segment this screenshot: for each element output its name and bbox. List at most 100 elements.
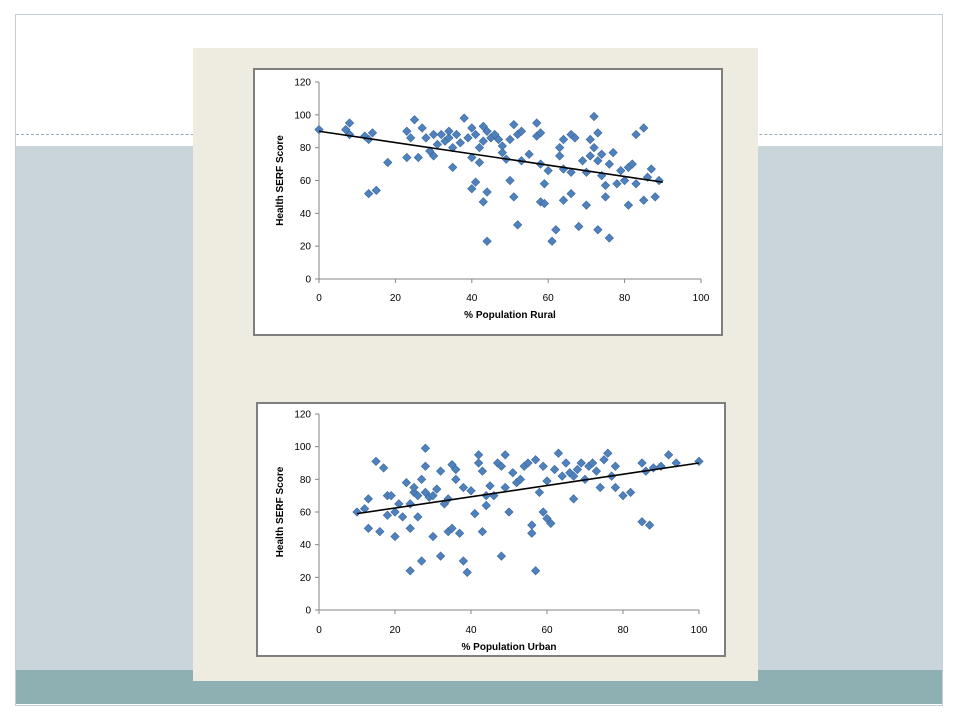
scatter-chart-rural: 0 20 40 60 80 100 120 0 20 40 60 80 100 % Population … [253,68,723,336]
data-point [482,126,492,136]
data-point [474,157,485,168]
data-point [416,556,427,566]
data-point [482,236,492,246]
data-point [557,471,567,481]
data-point [566,167,576,177]
data-point [561,458,571,468]
data-point [524,149,534,159]
data-point [344,129,355,140]
data-point [436,129,446,140]
data-point [546,518,556,529]
data-point [401,477,412,488]
data-point [390,531,400,542]
data-point [515,474,526,484]
y-tick-label: 20 [300,242,312,253]
y-axis-title: Health SERF Score [275,135,286,226]
y-tick-label: 0 [305,606,311,617]
y-tick-label: 60 [300,176,312,187]
data-point [416,474,427,484]
data-point [516,126,527,136]
data-point [581,167,592,177]
data-point [597,149,607,159]
data-point [694,456,704,466]
data-point [428,531,438,542]
data-point [485,481,495,491]
data-point [409,115,420,125]
x-tick-label: 100 [693,293,710,304]
data-point [513,220,523,230]
data-point [447,523,457,533]
data-point [610,482,621,493]
y-tick-label: 20 [300,573,312,584]
x-axis-title: % Population Rural [464,310,556,321]
data-point [500,482,510,493]
data-point [631,129,641,140]
data-point [538,507,548,517]
data-point [631,179,641,189]
data-point [375,526,385,537]
data-point [618,491,628,501]
data-point [448,143,458,153]
data-point [637,517,647,527]
data-point [555,143,565,153]
data-point [612,179,622,189]
data-point [543,166,553,176]
data-point [509,120,519,130]
data-point [593,156,603,166]
data-point [451,129,462,140]
x-tick-label: 60 [541,625,553,636]
data-point [599,455,609,465]
data-point [593,225,603,235]
data-point [625,487,636,498]
data-point [478,136,488,146]
data-point [458,556,469,566]
data-point [435,551,446,561]
data-point [538,461,548,471]
data-point [610,461,621,471]
data-point [444,126,454,136]
data-point [454,528,465,538]
data-point [383,157,393,168]
data-point [314,124,324,135]
data-point [671,458,681,468]
y-tick-label: 40 [300,209,312,220]
data-point [463,133,473,143]
data-point [508,468,518,478]
data-point [478,197,488,207]
data-point [363,494,374,504]
data-point [608,147,618,158]
data-point [397,512,408,522]
data-point [558,195,569,205]
data-point [500,450,510,460]
data-point [589,143,599,153]
data-point [509,192,519,202]
data-point [627,159,637,169]
data-point [585,151,595,161]
data-point [576,458,586,468]
data-point [639,195,649,205]
data-point [466,486,476,496]
data-point [555,151,565,161]
data-point [420,443,431,453]
data-point [497,147,507,158]
data-point [473,458,484,468]
data-point [572,464,583,475]
data-point [417,123,427,133]
data-point [585,134,595,145]
data-point [603,448,613,458]
data-point [352,507,362,517]
data-point [364,189,374,199]
data-point [386,491,396,501]
data-point [589,111,599,122]
data-point [371,456,381,466]
data-point [444,133,454,143]
data-point [432,139,443,150]
data-point [532,118,542,128]
data-point [405,566,415,576]
x-tick-label: 80 [619,293,631,304]
trendline [318,130,663,183]
data-point [402,152,412,163]
x-tick-label: 80 [617,625,629,636]
data-point [591,466,602,476]
data-point [428,129,439,140]
